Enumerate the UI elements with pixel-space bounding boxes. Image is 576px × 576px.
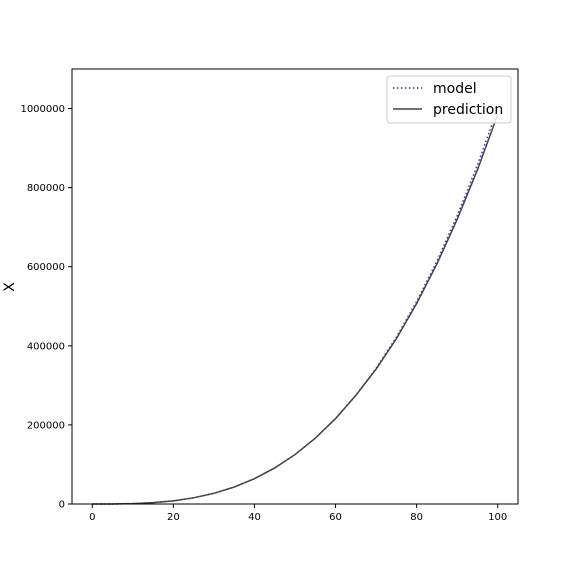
y-tick-label: 800000 [27, 183, 65, 194]
x-tick-label: 40 [248, 512, 261, 523]
x-tick-label: 60 [329, 512, 342, 523]
y-tick-label: 1000000 [20, 104, 65, 115]
y-tick-label: 200000 [27, 420, 65, 431]
x-tick-label: 100 [488, 512, 507, 523]
x-tick-label: 80 [410, 512, 423, 523]
series-line-prediction [92, 114, 499, 505]
series-layer [92, 108, 499, 505]
y-axis-ticks: 0 200000 400000 600000 800000 1000000 [20, 104, 72, 511]
y-tick-label: 600000 [27, 262, 65, 273]
y-axis-label: X [2, 282, 18, 292]
x-tick-label: 20 [167, 512, 180, 523]
y-tick-label: 400000 [27, 341, 65, 352]
legend-label-model: model [433, 81, 477, 97]
plot-frame [71, 68, 519, 505]
y-tick-label: 0 [59, 500, 65, 511]
legend-label-prediction: prediction [433, 102, 503, 118]
legend: model prediction [386, 75, 512, 124]
x-tick-label: 0 [89, 512, 95, 523]
x-axis-ticks: 0 20 40 60 80 100 [89, 504, 507, 523]
plot-area [72, 69, 518, 504]
